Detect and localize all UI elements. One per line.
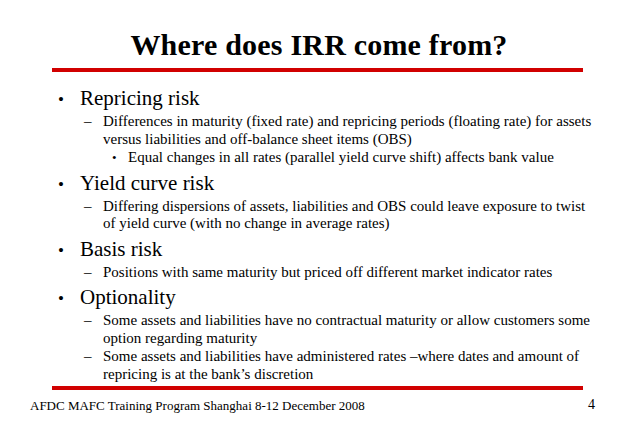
presentation-slide: Where does IRR come from? • Repricing ri… — [0, 0, 638, 425]
bullet-icon: • — [58, 239, 80, 263]
bullet-text: Repricing risk — [80, 86, 593, 110]
bullet-item-basis-risk: • Basis risk — [0, 237, 593, 263]
bullet-text: Differences in maturity (fixed rate) and… — [103, 113, 593, 148]
bullet-icon: • — [58, 287, 80, 311]
bullet-text: Some assets and liabilities have adminis… — [103, 348, 593, 383]
bullet-icon: • — [112, 149, 128, 167]
bullet-item-parallel-shift: • Equal changes in all rates (parallel y… — [0, 149, 593, 167]
bullet-text: Basis risk — [80, 237, 593, 261]
bullet-text: Yield curve risk — [80, 171, 593, 195]
dash-icon: – — [84, 113, 103, 131]
bullet-icon: • — [58, 173, 80, 197]
dash-icon: – — [84, 264, 103, 282]
bullet-item-yield-curve-detail: – Differing dispersions of assets, liabi… — [0, 198, 593, 233]
title-underline-rule — [52, 68, 583, 72]
bullet-item-repricing-risk: • Repricing risk — [0, 86, 593, 112]
bullet-text: Equal changes in all rates (parallel yie… — [128, 149, 593, 167]
bullet-text: Optionality — [80, 285, 593, 309]
bullet-item-optionality: • Optionality — [0, 285, 593, 311]
bullet-text: Some assets and liabilities have no cont… — [103, 312, 593, 347]
bullet-item-optionality-detail-2: – Some assets and liabilities have admin… — [0, 348, 593, 383]
dash-icon: – — [84, 348, 103, 366]
dash-icon: – — [84, 312, 103, 330]
bullet-item-yield-curve-risk: • Yield curve risk — [0, 171, 593, 197]
bullet-icon: • — [58, 88, 80, 112]
bullet-item-optionality-detail-1: – Some assets and liabilities have no co… — [0, 312, 593, 347]
dash-icon: – — [84, 198, 103, 216]
bullet-text: Differing dispersions of assets, liabili… — [103, 198, 593, 233]
slide-body: • Repricing risk – Differences in maturi… — [0, 86, 638, 383]
footer-divider-rule — [52, 386, 583, 390]
footer-program-label: AFDC MAFC Training Program Shanghai 8-12… — [30, 398, 365, 414]
bullet-text: Positions with same maturity but priced … — [103, 264, 593, 282]
bullet-item-repricing-detail: – Differences in maturity (fixed rate) a… — [0, 113, 593, 148]
bullet-item-basis-detail: – Positions with same maturity but price… — [0, 264, 593, 282]
page-number: 4 — [588, 397, 595, 413]
slide-title: Where does IRR come from? — [0, 27, 638, 63]
